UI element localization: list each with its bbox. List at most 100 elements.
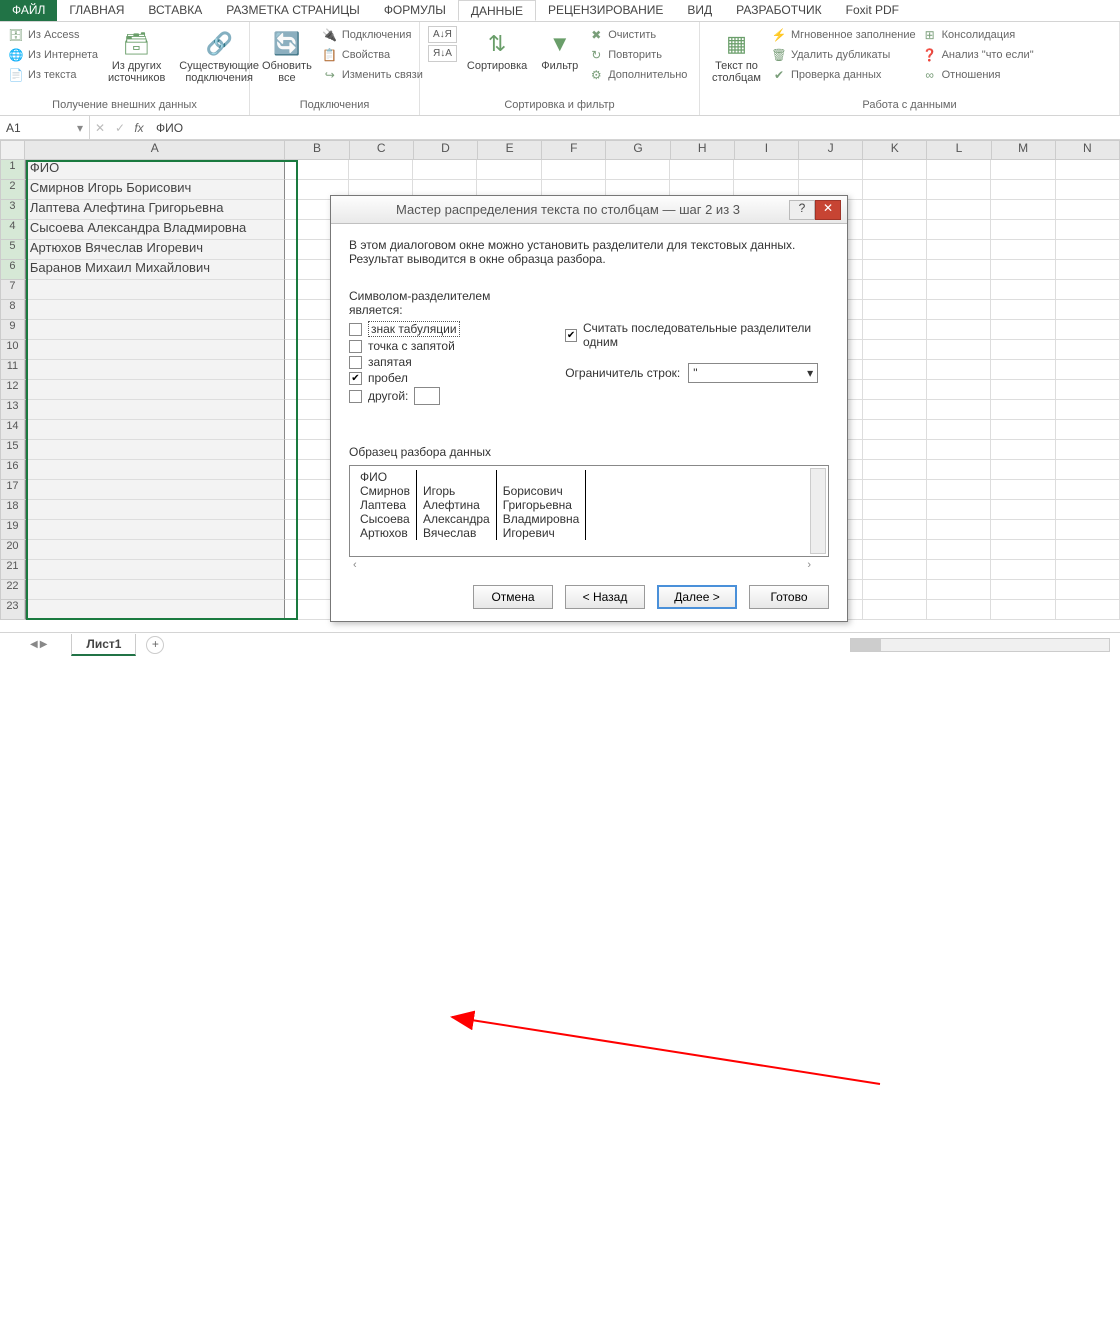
- cell[interactable]: [1056, 420, 1120, 440]
- cell[interactable]: [991, 520, 1055, 540]
- preview-hscroll-right[interactable]: ›: [807, 559, 811, 571]
- row-header[interactable]: 22: [0, 580, 25, 600]
- cell[interactable]: [927, 380, 991, 400]
- cell[interactable]: [991, 240, 1055, 260]
- column-header[interactable]: C: [350, 140, 414, 160]
- cell[interactable]: [863, 540, 927, 560]
- cell[interactable]: [927, 560, 991, 580]
- cell[interactable]: [25, 380, 285, 400]
- row-header[interactable]: 15: [0, 440, 25, 460]
- cell[interactable]: [1056, 200, 1120, 220]
- row-header[interactable]: 17: [0, 480, 25, 500]
- cell[interactable]: [25, 340, 285, 360]
- cell[interactable]: [25, 560, 285, 580]
- name-box[interactable]: A1▾: [0, 116, 90, 139]
- flash-fill[interactable]: ⚡Мгновенное заполнение: [771, 26, 916, 44]
- what-if[interactable]: ❓Анализ "что если": [922, 46, 1034, 64]
- column-header[interactable]: M: [992, 140, 1056, 160]
- cell[interactable]: [863, 340, 927, 360]
- row-header[interactable]: 5: [0, 240, 25, 260]
- row-header[interactable]: 1: [0, 160, 25, 180]
- cell[interactable]: [285, 160, 349, 180]
- cell[interactable]: [1056, 320, 1120, 340]
- cell[interactable]: [863, 280, 927, 300]
- cell[interactable]: [1056, 540, 1120, 560]
- cell[interactable]: [991, 440, 1055, 460]
- cell[interactable]: [477, 160, 541, 180]
- row-header[interactable]: 21: [0, 560, 25, 580]
- cell[interactable]: [863, 180, 927, 200]
- cell[interactable]: [991, 340, 1055, 360]
- cell[interactable]: [991, 220, 1055, 240]
- finish-button[interactable]: Готово: [749, 585, 829, 609]
- cell[interactable]: Баранов Михаил Михайлович: [25, 260, 285, 280]
- row-header[interactable]: 2: [0, 180, 25, 200]
- cell[interactable]: [863, 420, 927, 440]
- cell[interactable]: [991, 600, 1055, 620]
- cell[interactable]: [25, 460, 285, 480]
- cell[interactable]: Сысоева Александра Владмировна: [25, 220, 285, 240]
- column-header[interactable]: N: [1056, 140, 1120, 160]
- sort-za[interactable]: Я↓А: [428, 45, 457, 62]
- text-to-columns[interactable]: ▦Текст по столбцам: [708, 26, 765, 86]
- semicolon-checkbox[interactable]: [349, 340, 362, 353]
- consolidate[interactable]: ⊞Консолидация: [922, 26, 1034, 44]
- cell[interactable]: [927, 200, 991, 220]
- ribbon-tab[interactable]: ДАННЫЕ: [458, 0, 536, 21]
- column-header[interactable]: B: [285, 140, 349, 160]
- cell[interactable]: [863, 320, 927, 340]
- cell[interactable]: Смирнов Игорь Борисович: [25, 180, 285, 200]
- cell[interactable]: [1056, 400, 1120, 420]
- other-checkbox[interactable]: [349, 390, 362, 403]
- add-sheet[interactable]: +: [146, 636, 164, 654]
- ribbon-tab[interactable]: ВСТАВКА: [136, 0, 214, 21]
- ribbon-tab[interactable]: ФАЙЛ: [0, 0, 57, 21]
- properties[interactable]: 📋Свойства: [322, 46, 423, 64]
- cell[interactable]: [25, 480, 285, 500]
- cell[interactable]: [991, 300, 1055, 320]
- row-header[interactable]: 8: [0, 300, 25, 320]
- row-header[interactable]: 20: [0, 540, 25, 560]
- cell[interactable]: [927, 320, 991, 340]
- relationships[interactable]: ∞Отношения: [922, 66, 1034, 84]
- sheet-nav[interactable]: ◀▶: [30, 639, 47, 650]
- cell[interactable]: [991, 260, 1055, 280]
- cell[interactable]: [25, 360, 285, 380]
- ribbon-tab[interactable]: РАЗРАБОТЧИК: [724, 0, 834, 21]
- cell[interactable]: [25, 500, 285, 520]
- cell[interactable]: [927, 280, 991, 300]
- row-header[interactable]: 12: [0, 380, 25, 400]
- row-header[interactable]: 19: [0, 520, 25, 540]
- cell[interactable]: [25, 320, 285, 340]
- comma-checkbox[interactable]: [349, 356, 362, 369]
- cell[interactable]: [1056, 480, 1120, 500]
- cell[interactable]: [927, 300, 991, 320]
- cell[interactable]: [927, 440, 991, 460]
- data-validation[interactable]: ✔Проверка данных: [771, 66, 916, 84]
- cancel-button[interactable]: Отмена: [473, 585, 553, 609]
- column-header[interactable]: L: [927, 140, 991, 160]
- column-header[interactable]: K: [863, 140, 927, 160]
- other-delim-input[interactable]: [414, 387, 440, 405]
- cell[interactable]: [1056, 520, 1120, 540]
- refresh-all[interactable]: 🔄Обновить все: [258, 26, 316, 86]
- cell[interactable]: [1056, 560, 1120, 580]
- formula-input[interactable]: ФИО: [148, 121, 1120, 135]
- from-web[interactable]: 🌐Из Интернета: [8, 46, 98, 64]
- column-header[interactable]: E: [478, 140, 542, 160]
- tab-checkbox[interactable]: [349, 323, 362, 336]
- row-header[interactable]: 4: [0, 220, 25, 240]
- other-sources[interactable]: 🗃Из других источников: [104, 26, 169, 86]
- cell[interactable]: [863, 520, 927, 540]
- cell[interactable]: [1056, 600, 1120, 620]
- cell[interactable]: [991, 560, 1055, 580]
- cell[interactable]: [927, 180, 991, 200]
- cell[interactable]: [991, 180, 1055, 200]
- cell[interactable]: [991, 160, 1055, 180]
- next-button[interactable]: Далее >: [657, 585, 737, 609]
- cell[interactable]: [927, 260, 991, 280]
- clear-filter[interactable]: ✖Очистить: [588, 26, 687, 44]
- cell[interactable]: [670, 160, 734, 180]
- close-button[interactable]: ✕: [815, 200, 841, 220]
- cell[interactable]: [991, 380, 1055, 400]
